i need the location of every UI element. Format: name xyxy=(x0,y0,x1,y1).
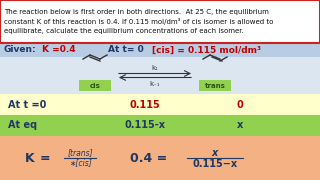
Text: [trans]: [trans] xyxy=(67,148,93,158)
Bar xyxy=(79,80,111,91)
Text: Given:: Given: xyxy=(4,46,36,55)
Text: K =0.4: K =0.4 xyxy=(42,46,76,55)
Text: [cis] = 0.115 mol/dm³: [cis] = 0.115 mol/dm³ xyxy=(152,46,261,55)
Text: x: x xyxy=(237,120,243,130)
Text: cis: cis xyxy=(90,82,100,89)
Text: The reaction below is first order in both directions.  At 25 C, the equilibrium
: The reaction below is first order in bot… xyxy=(4,9,273,34)
Bar xyxy=(0,115,320,136)
Text: trans: trans xyxy=(204,82,225,89)
Text: At t= 0: At t= 0 xyxy=(108,46,144,55)
Text: K: K xyxy=(25,152,35,165)
Text: ∗[cis]: ∗[cis] xyxy=(68,159,92,168)
Text: =: = xyxy=(40,152,51,165)
Bar xyxy=(0,0,320,43)
Text: x: x xyxy=(212,148,218,158)
Text: At t =0: At t =0 xyxy=(8,100,46,109)
Text: 0.115: 0.115 xyxy=(130,100,160,109)
Bar xyxy=(0,94,320,115)
Text: k₋₁: k₋₁ xyxy=(150,80,160,87)
Bar xyxy=(0,57,320,94)
Bar xyxy=(199,80,231,91)
Text: 0: 0 xyxy=(236,100,244,109)
Text: 0.115−x: 0.115−x xyxy=(192,159,237,169)
Text: At eq: At eq xyxy=(8,120,37,130)
Bar xyxy=(0,43,320,57)
Text: 0.4 =: 0.4 = xyxy=(130,152,167,165)
Text: 0.115-x: 0.115-x xyxy=(124,120,165,130)
Text: k₁: k₁ xyxy=(152,64,158,71)
Bar xyxy=(0,136,320,180)
